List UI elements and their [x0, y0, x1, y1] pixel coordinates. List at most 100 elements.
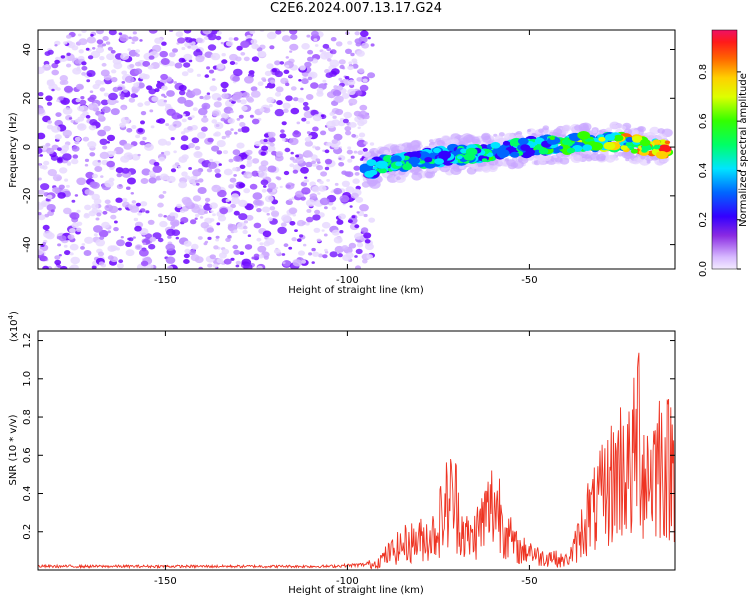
- noise-speckle: [142, 242, 147, 245]
- noise-speckle: [102, 210, 108, 215]
- noise-speckle: [324, 149, 330, 154]
- noise-speckle: [217, 97, 222, 101]
- noise-speckle: [213, 132, 218, 137]
- noise-speckle: [38, 132, 46, 140]
- snr-frame: [37, 330, 676, 571]
- noise-speckle: [71, 199, 76, 203]
- noise-speckle: [178, 57, 186, 63]
- noise-speckle: [355, 42, 362, 47]
- noise-speckle: [233, 68, 243, 77]
- track-point: [632, 135, 643, 143]
- noise-speckle: [187, 45, 192, 49]
- noise-speckle: [351, 58, 358, 63]
- noise-speckle: [283, 243, 289, 248]
- noise-speckle: [166, 228, 176, 236]
- colorbar: 0.0 0.2 0.4 0.6 0.8 Normalized spectral ampl…: [698, 29, 749, 277]
- noise-speckle: [245, 149, 253, 156]
- noise-speckle: [83, 213, 90, 219]
- noise-speckle: [173, 150, 177, 154]
- track-point: [625, 142, 633, 147]
- noise-speckle: [266, 82, 276, 89]
- noise-speckle: [174, 162, 180, 167]
- noise-speckle: [362, 78, 368, 83]
- noise-speckle: [333, 145, 340, 150]
- noise-speckle: [345, 186, 355, 194]
- noise-speckle: [76, 209, 81, 213]
- noise-speckle: [361, 42, 369, 49]
- snr-xlabel: Height of straight line (km): [288, 585, 424, 596]
- noise-speckle: [289, 43, 299, 51]
- noise-speckle: [149, 236, 157, 242]
- noise-speckle: [220, 117, 226, 122]
- noise-speckle: [218, 163, 222, 166]
- noise-speckle: [157, 237, 164, 243]
- noise-speckle: [235, 56, 242, 62]
- noise-speckle: [102, 145, 108, 150]
- noise-speckle: [228, 158, 234, 163]
- noise-speckle: [178, 84, 187, 92]
- noise-speckle: [351, 133, 357, 138]
- noise-speckle: [128, 36, 132, 40]
- noise-speckle: [95, 239, 106, 247]
- noise-speckle: [333, 133, 343, 141]
- noise-speckle: [131, 200, 137, 204]
- noise-speckle: [339, 230, 344, 234]
- noise-speckle: [86, 36, 96, 44]
- track-point: [465, 147, 478, 156]
- noise-speckle: [233, 174, 237, 177]
- noise-speckle: [74, 194, 79, 197]
- noise-speckle: [344, 171, 351, 177]
- noise-speckle: [232, 149, 241, 156]
- track-point: [408, 156, 420, 165]
- noise-speckle: [263, 255, 269, 260]
- noise-speckle: [116, 173, 123, 178]
- noise-speckle: [224, 130, 232, 136]
- noise-speckle: [102, 36, 109, 41]
- noise-speckle: [46, 101, 53, 106]
- noise-speckle: [79, 105, 89, 113]
- noise-speckle: [204, 74, 210, 78]
- y-tick-label: -20: [22, 188, 33, 204]
- noise-speckle: [266, 212, 270, 216]
- noise-speckle: [67, 162, 71, 166]
- track-halo: [409, 169, 415, 173]
- track-halo: [600, 155, 606, 161]
- noise-speckle: [275, 30, 282, 35]
- noise-speckle: [370, 43, 375, 47]
- noise-speckle: [108, 30, 117, 36]
- track-point: [490, 142, 501, 149]
- noise-speckle: [230, 128, 234, 131]
- noise-speckle: [268, 104, 273, 108]
- noise-speckle: [357, 150, 364, 155]
- noise-speckle: [65, 184, 70, 188]
- noise-speckle: [281, 253, 286, 256]
- track-point: [557, 145, 564, 150]
- noise-speckle: [88, 103, 98, 111]
- noise-speckle: [322, 149, 326, 152]
- noise-speckle: [234, 131, 238, 135]
- noise-speckle: [210, 210, 214, 213]
- noise-speckle: [99, 87, 106, 92]
- noise-speckle: [197, 178, 204, 183]
- noise-speckle: [42, 242, 47, 245]
- noise-speckle: [95, 217, 100, 221]
- noise-speckle: [284, 147, 291, 153]
- noise-speckle: [159, 220, 168, 228]
- noise-speckle: [358, 132, 366, 138]
- noise-speckle: [142, 60, 151, 67]
- noise-speckle: [349, 122, 357, 128]
- noise-speckle: [181, 71, 189, 77]
- noise-speckle: [195, 55, 205, 63]
- noise-speckle: [114, 220, 118, 224]
- noise-speckles: [38, 30, 376, 269]
- snr-multiplier-open: (x10: [9, 319, 20, 342]
- noise-speckle: [54, 59, 60, 64]
- noise-speckle: [211, 119, 218, 124]
- noise-speckle: [274, 108, 285, 117]
- noise-speckle: [58, 96, 64, 101]
- track-halo: [472, 139, 481, 146]
- noise-speckle: [181, 154, 189, 160]
- noise-speckle: [203, 36, 209, 40]
- noise-speckle: [182, 198, 193, 206]
- noise-speckle: [87, 96, 95, 103]
